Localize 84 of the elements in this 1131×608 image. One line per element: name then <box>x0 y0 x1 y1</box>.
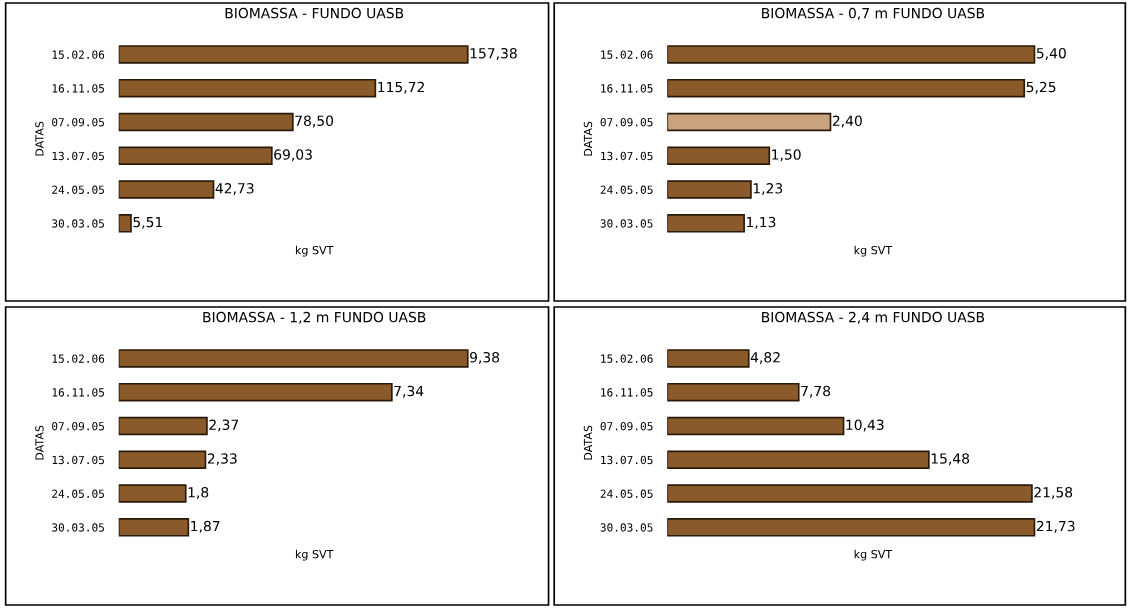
y-tick-label: 16.11.05 <box>52 388 104 397</box>
y-tick-label: 13.07.05 <box>52 455 104 465</box>
data-label: 1,13 <box>747 216 776 229</box>
bar <box>118 450 207 470</box>
bar <box>118 382 393 402</box>
y-axis-title: DATAS <box>583 425 593 460</box>
data-label: 9,38 <box>470 351 500 364</box>
y-tick-label: 16.11.05 <box>601 84 653 93</box>
y-tick-label: 30.03.05 <box>600 219 653 228</box>
data-label: 5,25 <box>1026 81 1056 94</box>
data-label: 1,8 <box>188 487 209 499</box>
bar <box>118 349 469 368</box>
y-tick-label: 15.02.06 <box>601 354 653 363</box>
data-label: 2,40 <box>832 115 862 128</box>
chart-title: BIOMASSA - 2,4 m FUNDO UASB <box>762 311 985 324</box>
x-axis-title: kg SVT <box>854 245 893 257</box>
data-label: 10,43 <box>846 419 884 432</box>
bar <box>118 214 132 233</box>
bar <box>667 382 800 402</box>
y-tick-label: 15.02.06 <box>52 50 105 59</box>
y-tick-label: 24.05.05 <box>52 185 104 194</box>
bar <box>667 518 1036 537</box>
bar <box>118 518 190 537</box>
data-label: 7,78 <box>801 385 831 398</box>
bar <box>667 78 1026 98</box>
bar <box>667 450 930 470</box>
data-label: 1,23 <box>753 183 783 195</box>
y-tick-label: 16.11.05 <box>601 388 653 397</box>
bar <box>118 112 294 132</box>
y-tick-label: 24.05.05 <box>600 185 653 194</box>
data-label: 1,87 <box>191 520 220 533</box>
data-label: 5,40 <box>1036 47 1066 60</box>
data-label: 69,03 <box>274 149 312 162</box>
chart-title: BIOMASSA - FUNDO UASB <box>225 7 404 19</box>
bar <box>118 146 273 166</box>
data-label: 5,51 <box>133 216 162 229</box>
y-tick-label: 13.07.05 <box>52 151 104 161</box>
bar <box>667 484 1033 503</box>
data-label: 115,72 <box>378 81 424 94</box>
bar <box>667 349 750 368</box>
y-tick-label: 07.09.05 <box>600 421 653 431</box>
y-tick-label: 30.03.05 <box>600 523 653 532</box>
data-label: 7,34 <box>394 385 424 398</box>
y-axis-title: DATAS <box>583 121 593 156</box>
data-label: 78,50 <box>295 115 334 128</box>
y-tick-label: 16.11.05 <box>52 84 104 93</box>
y-tick-label: 24.05.05 <box>52 489 104 498</box>
bar <box>667 214 745 233</box>
data-label: 4,82 <box>750 351 780 364</box>
chart-title: BIOMASSA - 1,2 m FUNDO UASB <box>203 311 426 324</box>
x-axis-title: kg SVT <box>854 549 893 561</box>
y-tick-label: 15.02.06 <box>601 50 653 59</box>
data-label: 157,38 <box>470 47 517 60</box>
data-label: 2,33 <box>207 453 237 466</box>
y-tick-label: 07.09.05 <box>52 117 104 127</box>
bar <box>118 78 377 98</box>
x-axis-title: kg SVT <box>295 245 334 257</box>
data-label: 2,37 <box>209 419 239 432</box>
y-tick-label: 24.05.05 <box>600 489 653 498</box>
y-tick-label: 13.07.05 <box>601 455 653 465</box>
bar <box>118 416 208 436</box>
x-axis-title: kg SVT <box>295 549 334 561</box>
y-axis-title: DATAS <box>35 425 44 460</box>
y-tick-label: 30.03.05 <box>52 523 104 532</box>
bar <box>667 112 832 132</box>
data-label: 21,58 <box>1034 487 1073 499</box>
bar <box>667 416 845 436</box>
bar <box>118 484 187 503</box>
bar <box>667 146 771 166</box>
bar <box>118 180 215 199</box>
y-tick-label: 13.07.05 <box>601 151 653 161</box>
y-tick-label: 15.02.06 <box>52 354 105 363</box>
bar <box>667 180 752 199</box>
bar <box>118 45 469 64</box>
y-tick-label: 07.09.05 <box>52 421 104 431</box>
y-axis-title: DATAS <box>35 121 44 156</box>
y-tick-label: 07.09.05 <box>600 117 653 127</box>
data-label: 21,73 <box>1036 520 1075 533</box>
data-label: 42,73 <box>215 183 254 195</box>
chart-title: BIOMASSA - 0,7 m FUNDO UASB <box>762 7 985 20</box>
data-label: 15,48 <box>931 453 970 466</box>
y-tick-label: 30.03.05 <box>52 219 104 228</box>
bar <box>667 45 1036 64</box>
data-label: 1,50 <box>772 149 801 162</box>
